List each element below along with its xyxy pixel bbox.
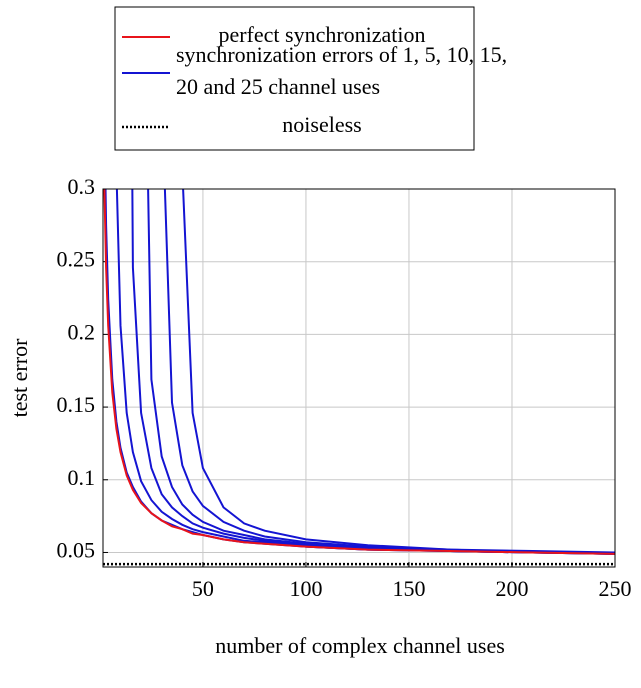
series-line [182, 189, 615, 554]
y-tick-label: 0.25 [57, 247, 96, 272]
series-line [103, 189, 615, 555]
x-tick-label: 200 [495, 576, 528, 601]
legend-label: perfect synchronization [218, 22, 425, 47]
y-axis-label: test error [7, 338, 32, 417]
plot-frame [102, 188, 616, 568]
legend-box [114, 6, 475, 151]
x-tick-label: 50 [192, 576, 214, 601]
legend-label: noiseless [282, 112, 361, 137]
y-tick-label: 0.15 [57, 392, 96, 417]
x-axis-label: number of complex channel uses [215, 633, 505, 658]
legend-label: 20 and 25 channel uses [176, 74, 380, 99]
legend-label: synchronization errors of 1, 5, 10, 15, [176, 42, 507, 67]
series-line [104, 189, 615, 555]
x-tick-label: 250 [599, 576, 632, 601]
x-tick-label: 100 [289, 576, 322, 601]
x-tick-label: 150 [392, 576, 425, 601]
y-tick-label: 0.05 [57, 538, 96, 563]
series-line [163, 189, 615, 554]
y-tick-label: 0.2 [68, 319, 96, 344]
y-tick-label: 0.1 [68, 465, 96, 490]
y-tick-label: 0.3 [68, 174, 96, 199]
